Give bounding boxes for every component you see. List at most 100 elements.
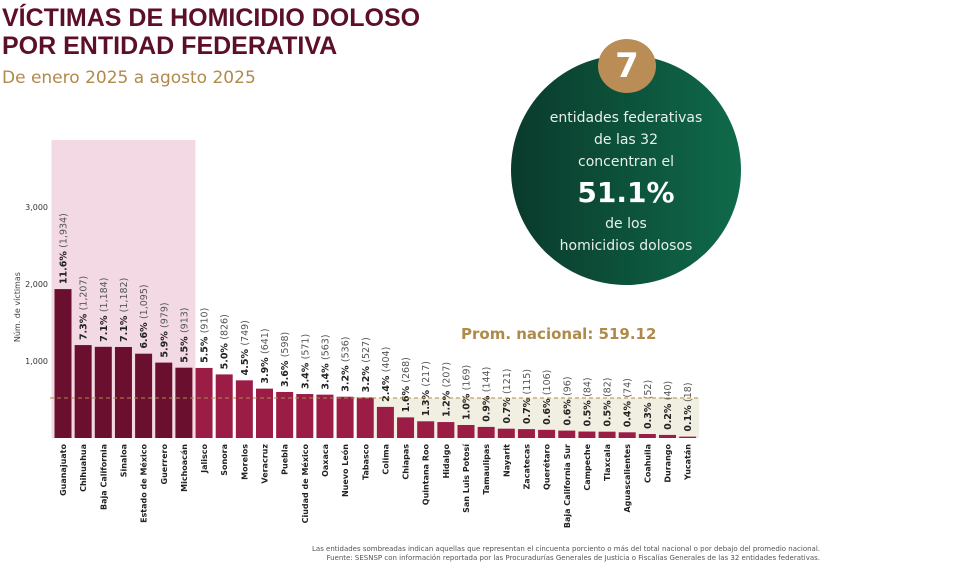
- x-tick-label: Puebla: [281, 444, 290, 475]
- bar-Baja California: [94, 346, 112, 438]
- data-label: 1.6% (268): [401, 357, 412, 412]
- data-label: 0.2% (40): [663, 381, 674, 430]
- bar-Yucatán: [679, 436, 697, 438]
- bar-Nayarit: [497, 428, 515, 438]
- callout-line-2: de las 32: [594, 132, 658, 148]
- data-label: 0.6% (106): [542, 370, 553, 425]
- bar-Quintana Roo: [417, 421, 435, 438]
- bar-Chiapas: [397, 417, 415, 438]
- data-label: 0.3% (52): [643, 380, 654, 429]
- data-label: 0.1% (18): [683, 382, 694, 431]
- data-label: 0.4% (74): [623, 378, 634, 427]
- bar-Guerrero: [155, 362, 173, 438]
- data-label: 0.5% (84): [582, 377, 593, 426]
- data-label: 7.1% (1,182): [119, 278, 130, 342]
- x-tick-label: Baja California Sur: [563, 444, 572, 528]
- x-tick-label: Durango: [664, 444, 673, 483]
- x-tick-label: Sinaloa: [119, 444, 128, 477]
- data-label: 4.5% (749): [240, 320, 251, 375]
- x-tick-label: Campeche: [583, 443, 592, 490]
- x-tick-label: Guerrero: [160, 444, 169, 485]
- data-label: 5.0% (826): [220, 314, 231, 369]
- bar-Durango: [659, 434, 676, 438]
- y-tick-label: 1,000: [25, 357, 48, 366]
- data-label: 3.2% (536): [341, 337, 352, 392]
- x-tick-label: Quintana Roo: [422, 443, 431, 505]
- data-label: 5.9% (979): [159, 302, 170, 357]
- x-tick-label: Tamaulipas: [482, 444, 491, 495]
- callout-line-1: entidades federativas: [549, 110, 703, 126]
- x-tick-label: Michoacán: [180, 444, 189, 492]
- x-tick-label: Nuevo León: [340, 444, 350, 497]
- data-label: 3.6% (598): [280, 332, 291, 387]
- x-tick-label: Estado de México: [139, 443, 149, 522]
- bar-Morelos: [235, 380, 253, 438]
- data-label: 3.4% (571): [300, 334, 311, 389]
- bar-Sinaloa: [114, 346, 132, 438]
- data-label: 11.6% (1,934): [59, 213, 70, 284]
- average-label: Prom. nacional: 519.12: [461, 325, 656, 343]
- bar-Puebla: [276, 391, 294, 438]
- data-label: 0.7% (121): [502, 368, 513, 423]
- callout-number-badge: 7: [598, 39, 656, 93]
- x-tick-label: Guanajuato: [59, 444, 68, 496]
- x-tick-label: Tlaxcala: [603, 444, 612, 481]
- x-tick-label: Sonora: [220, 444, 229, 476]
- x-tick-label: San Luis Potosí: [462, 443, 471, 513]
- x-tick-label: Querétaro: [542, 444, 552, 490]
- x-tick-label: Veracruz: [261, 444, 270, 484]
- bar-Veracruz: [256, 388, 273, 438]
- x-tick-label: Aguascalientes: [623, 444, 632, 513]
- x-tick-label: Colima: [381, 444, 390, 475]
- bar-Nuevo León: [336, 396, 354, 438]
- bar-Jalisco: [195, 367, 213, 438]
- x-tick-label: Ciudad de México: [300, 444, 310, 524]
- callout-line-5: homicidios dolosos: [559, 238, 693, 254]
- x-tick-label: Zacatecas: [522, 444, 531, 490]
- data-label: 3.4% (563): [320, 334, 331, 389]
- bar-Ciudad de México: [296, 394, 314, 438]
- bar-Hidalgo: [437, 422, 455, 438]
- x-tick-label: Nayarit: [502, 444, 511, 477]
- data-label: 2.4% (404): [381, 347, 392, 402]
- subtitle: De enero 2025 a agosto 2025: [2, 68, 256, 88]
- y-tick-label: 3,000: [25, 203, 48, 212]
- bar-Estado de México: [135, 353, 153, 438]
- footnote-shading: Las entidades sombreadas indican aquella…: [312, 545, 820, 553]
- data-label: 5.5% (910): [200, 308, 211, 363]
- page-title: VÍCTIMAS DE HOMICIDIO DOLOSO POR ENTIDAD…: [2, 4, 420, 60]
- data-label: 7.1% (1,184): [99, 278, 110, 342]
- data-label: 5.5% (913): [179, 307, 190, 362]
- bar-Tabasco: [356, 397, 374, 438]
- bar-Tlaxcala: [598, 431, 616, 438]
- callout-line-4: de los: [605, 216, 647, 232]
- x-tick-label: Morelos: [240, 444, 249, 480]
- footnote-source: Fuente: SESNSP con información reportada…: [326, 554, 820, 562]
- x-tick-label: Yucatán: [684, 444, 693, 481]
- bar-Baja California Sur: [558, 430, 576, 438]
- data-label: 0.9% (144): [482, 367, 493, 422]
- data-label: 1.0% (169): [462, 365, 473, 420]
- title-line-2: POR ENTIDAD FEDERATIVA: [2, 32, 338, 60]
- y-tick-label: 2,000: [25, 280, 48, 289]
- data-label: 0.7% (115): [522, 369, 533, 424]
- x-tick-label: Chihuahua: [79, 444, 88, 492]
- x-tick-label: Baja California: [99, 444, 108, 510]
- bar-Coahuila: [638, 433, 656, 438]
- bar-San Luis Potosí: [457, 424, 475, 438]
- bar-Querétaro: [538, 429, 556, 438]
- data-label: 7.3% (1,207): [79, 276, 90, 340]
- bar-Colima: [376, 406, 394, 438]
- y-axis-label: Núm. de víctimas: [13, 272, 22, 342]
- bar-Aguascalientes: [618, 432, 636, 438]
- x-tick-label: Hidalgo: [442, 444, 451, 479]
- bar-Zacatecas: [517, 429, 535, 438]
- data-label: 6.6% (1,095): [139, 284, 150, 348]
- callout-line-3: concentran el: [578, 154, 674, 170]
- x-tick-label: Tabasco: [361, 444, 370, 480]
- bar-Campeche: [578, 431, 596, 438]
- bar-Chihuahua: [74, 345, 92, 438]
- bar-Sonora: [215, 374, 233, 438]
- x-tick-label: Coahuila: [643, 444, 652, 483]
